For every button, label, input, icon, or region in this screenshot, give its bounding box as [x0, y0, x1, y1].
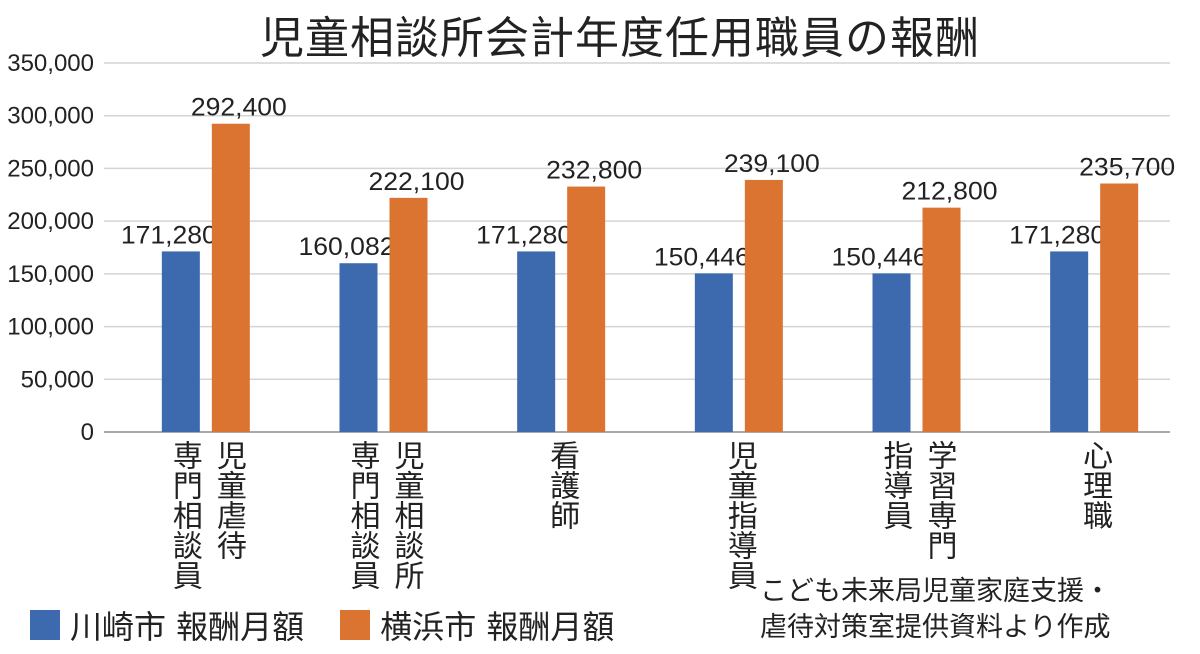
y-tick-label: 200,000	[7, 208, 94, 235]
bar-yokohama	[211, 123, 250, 432]
legend-swatch-yokohama	[340, 610, 371, 640]
x-category-label: 児童虐待 専門相談員	[166, 440, 246, 590]
data-label: 150,446	[832, 243, 928, 271]
legend-swatch-kawasaki	[30, 610, 60, 640]
bar-kawasaki	[339, 263, 378, 432]
x-category-label: 児童指導員	[721, 440, 757, 590]
bar-yokohama	[567, 186, 606, 432]
bar-yokohama	[389, 197, 428, 432]
source-note: こども未来局児童家庭支援・ 虐待対策室提供資料より作成	[760, 574, 1111, 646]
data-label: 171,280	[476, 221, 572, 249]
legend-item-yokohama: 横浜市 報酬月額	[340, 602, 614, 648]
x-category-label: 児童相談所 専門相談員	[344, 440, 424, 590]
x-category-label: 看護師	[544, 440, 580, 530]
data-label: 171,280	[121, 221, 217, 249]
bar-kawasaki	[872, 273, 911, 432]
x-category-label: 学習専門 指導員	[877, 440, 957, 560]
data-label: 239,100	[724, 150, 820, 178]
legend-label: 川崎市 報酬月額	[70, 608, 305, 646]
data-label: 160,082	[299, 233, 395, 261]
data-label: 222,100	[369, 168, 465, 196]
data-label: 232,800	[546, 157, 642, 185]
y-tick-label: 350,000	[7, 50, 94, 77]
y-tick-label: 0	[81, 419, 94, 446]
bar-kawasaki	[694, 273, 733, 432]
legend: 川崎市 報酬月額 横浜市 報酬月額	[30, 602, 650, 648]
data-label: 235,700	[1079, 154, 1175, 182]
x-category-label: 心理職	[1077, 440, 1113, 530]
data-label: 212,800	[902, 178, 998, 206]
data-label: 171,280	[1009, 221, 1105, 249]
y-tick-label: 100,000	[7, 314, 94, 341]
bar-yokohama	[744, 179, 783, 432]
legend-label: 横浜市 報酬月額	[380, 608, 615, 646]
bar-kawasaki	[517, 251, 556, 432]
source-line: こども未来局児童家庭支援・	[760, 576, 1111, 607]
bar-kawasaki	[1050, 251, 1089, 432]
data-label: 150,446	[654, 243, 750, 271]
source-line: 虐待対策室提供資料より作成	[760, 612, 1111, 643]
chart-title: 児童相談所会計年度任用職員の報酬	[260, 13, 980, 64]
bar-yokohama	[922, 207, 961, 432]
y-tick-label: 50,000	[21, 366, 94, 393]
y-tick-label: 300,000	[7, 103, 94, 130]
bar-yokohama	[1100, 183, 1139, 432]
y-tick-label: 150,000	[7, 261, 94, 288]
y-tick-label: 250,000	[7, 155, 94, 182]
bar-kawasaki	[161, 251, 200, 432]
data-label: 292,400	[191, 94, 287, 122]
legend-item-kawasaki: 川崎市 報酬月額	[30, 602, 304, 648]
